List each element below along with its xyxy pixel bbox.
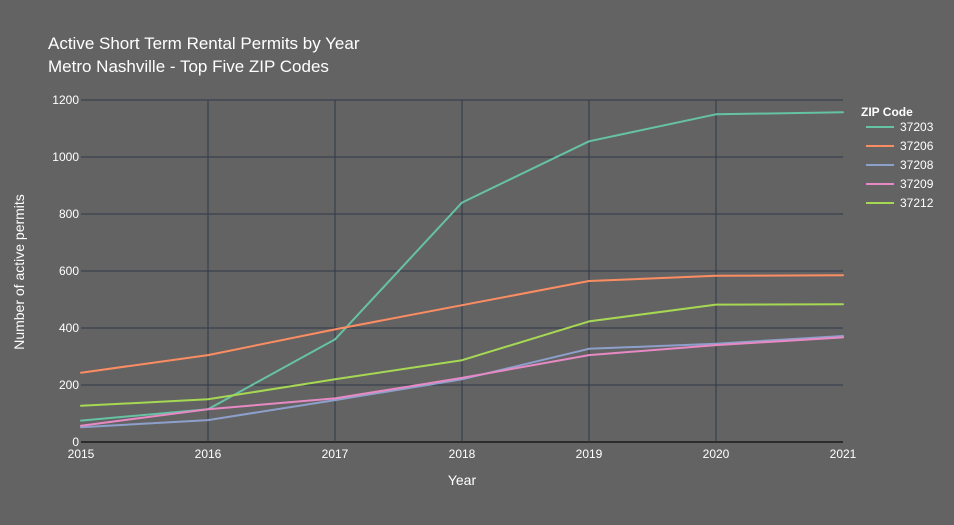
y-tick-label: 0 <box>72 435 79 449</box>
y-tick-label: 400 <box>59 321 79 335</box>
legend-item-37206[interactable]: 37206 <box>866 139 934 153</box>
y-tick-label: 600 <box>59 264 79 278</box>
x-tick-label: 2018 <box>449 447 476 461</box>
legend-label: 37203 <box>900 120 934 134</box>
legend-item-37203[interactable]: 37203 <box>866 120 934 134</box>
x-tick-label: 2016 <box>195 447 222 461</box>
series-lines <box>80 111 844 429</box>
legend[interactable]: ZIP Code 37203 37206 37208 37209 37212 <box>861 105 934 210</box>
legend-item-37209[interactable]: 37209 <box>866 177 934 191</box>
legend-title: ZIP Code <box>861 105 913 119</box>
series-line-37209[interactable] <box>80 336 844 427</box>
chart-subtitle: Metro Nashville - Top Five ZIP Codes <box>48 57 329 76</box>
series-line-37212[interactable] <box>80 303 844 407</box>
x-tick-label: 2017 <box>322 447 349 461</box>
y-tick-label: 1000 <box>52 150 79 164</box>
y-tick-labels: 0 200 400 600 800 1000 1200 <box>52 93 79 449</box>
y-tick-label: 800 <box>59 207 79 221</box>
chart-title: Active Short Term Rental Permits by Year <box>48 34 360 53</box>
x-tick-label: 2019 <box>576 447 603 461</box>
legend-label: 37212 <box>900 196 934 210</box>
y-tick-label: 1200 <box>52 93 79 107</box>
x-tick-label: 2015 <box>68 447 95 461</box>
x-tick-labels: 2015 2016 2017 2018 2019 2020 2021 <box>68 447 857 461</box>
series-line-37208[interactable] <box>80 335 844 429</box>
x-tick-label: 2021 <box>830 447 857 461</box>
legend-label: 37208 <box>900 158 934 172</box>
series-line-37206[interactable] <box>80 274 844 374</box>
legend-item-37208[interactable]: 37208 <box>866 158 934 172</box>
legend-label: 37209 <box>900 177 934 191</box>
y-tick-label: 200 <box>59 378 79 392</box>
legend-label: 37206 <box>900 139 934 153</box>
x-tick-label: 2020 <box>703 447 730 461</box>
y-axis-label: Number of active permits <box>11 194 27 350</box>
x-axis-label: Year <box>448 472 477 488</box>
legend-item-37212[interactable]: 37212 <box>866 196 934 210</box>
gridlines <box>81 99 843 443</box>
